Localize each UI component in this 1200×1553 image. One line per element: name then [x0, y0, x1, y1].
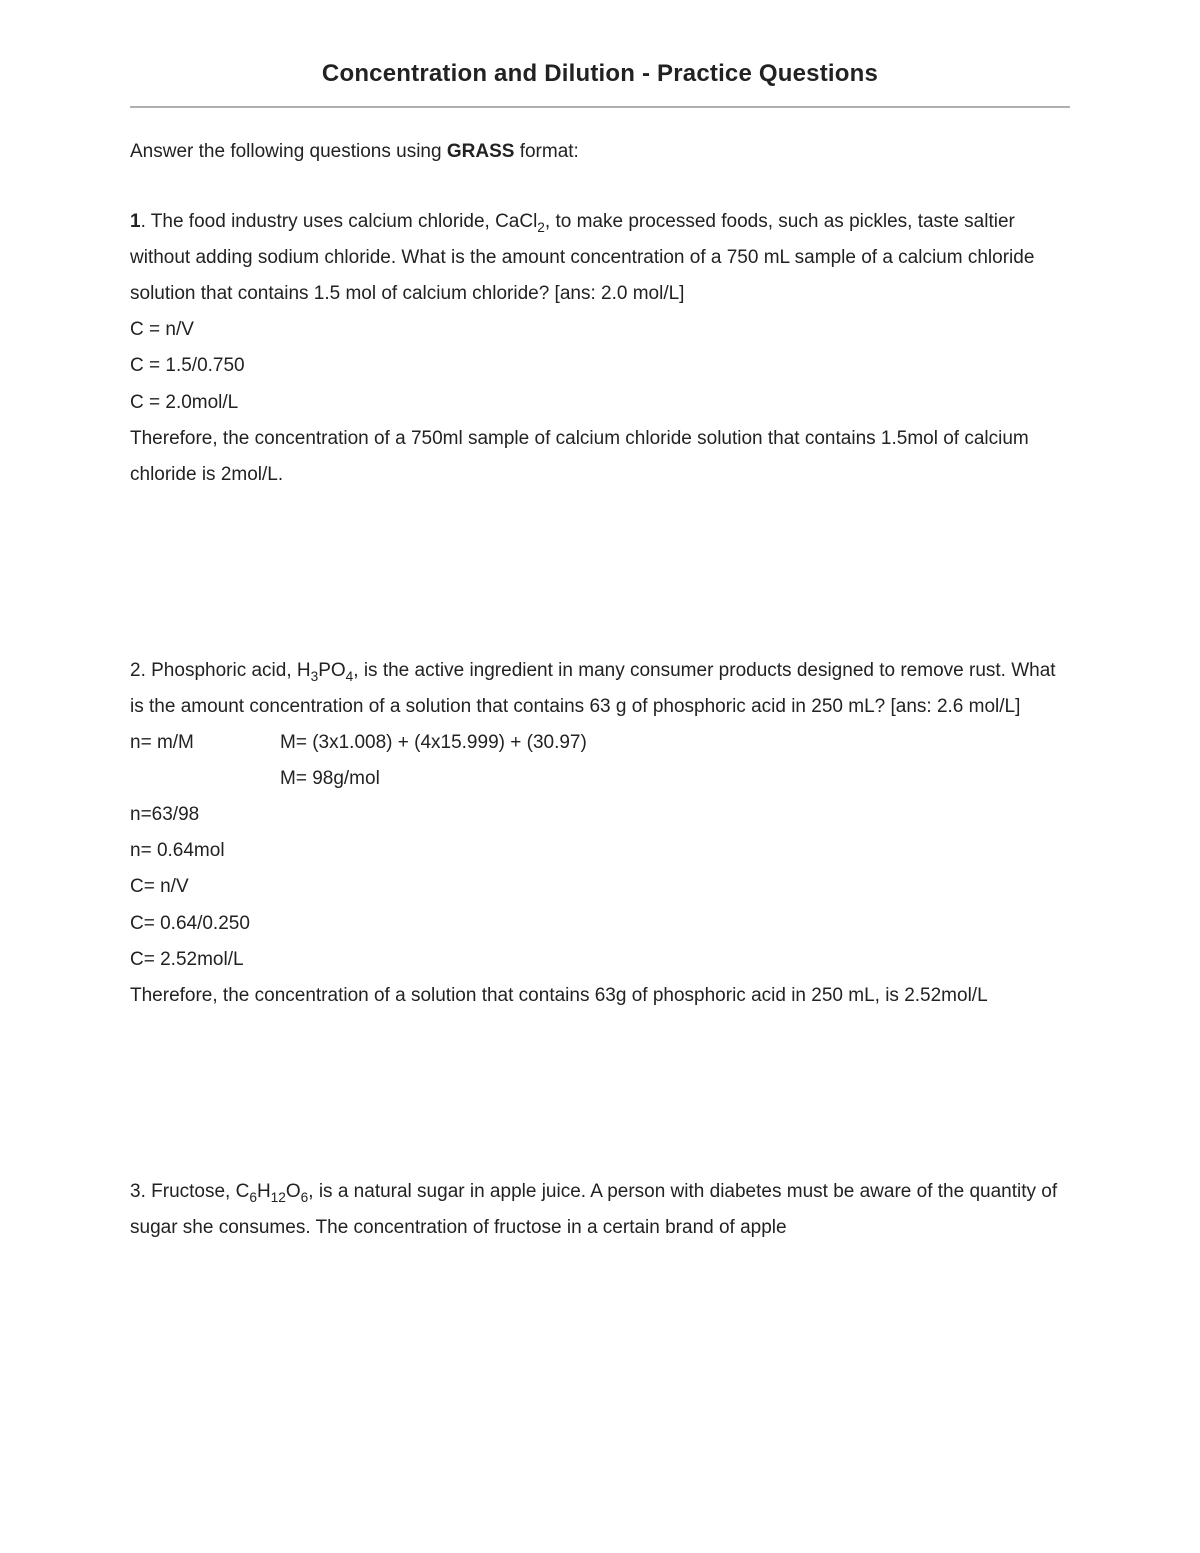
q3-sub1: 6 [249, 1190, 257, 1205]
question-2: 2. Phosphoric acid, H3PO4, is the active… [130, 653, 1070, 1014]
intro-post: format: [514, 141, 578, 162]
q2-line4: n= 0.64mol [130, 833, 1070, 869]
q3-number: 3 [130, 1181, 141, 1202]
q2-line3: n=63/98 [130, 797, 1070, 833]
q2-row1-colA: n= m/M [130, 725, 280, 761]
page-title: Concentration and Dilution - Practice Qu… [130, 60, 1070, 88]
document-page: Concentration and Dilution - Practice Qu… [0, 0, 1200, 1553]
q2-row2-colB: M= 98g/mol [280, 761, 1070, 797]
q2-row2-colA [130, 761, 280, 797]
q2-line7: C= 2.52mol/L [130, 942, 1070, 978]
q1-line1: C = n/V [130, 312, 1070, 348]
q2-line8: Therefore, the concentration of a soluti… [130, 978, 1070, 1014]
q2-row1-colB: M= (3x1.008) + (4x15.999) + (30.97) [280, 725, 1070, 761]
q1-line4: Therefore, the concentration of a 750ml … [130, 421, 1070, 493]
q3-mid1: H [257, 1181, 271, 1202]
q1-text-pre: . The food industry uses calcium chlorid… [141, 211, 538, 232]
q3-sub2: 12 [271, 1190, 286, 1205]
q2-text-pre: . Phosphoric acid, H [141, 660, 311, 681]
q2-row2: M= 98g/mol [130, 761, 1070, 797]
q2-line6: C= 0.64/0.250 [130, 906, 1070, 942]
intro-pre: Answer the following questions using [130, 141, 447, 162]
q1-line2: C = 1.5/0.750 [130, 348, 1070, 384]
title-divider [130, 106, 1070, 108]
q1-sub1: 2 [537, 220, 545, 235]
q2-line5: C= n/V [130, 869, 1070, 905]
q3-mid2: O [286, 1181, 301, 1202]
question-1: 1. The food industry uses calcium chlori… [130, 204, 1070, 493]
q2-mid1: PO [318, 660, 345, 681]
question-3: 3. Fructose, C6H12O6, is a natural sugar… [130, 1174, 1070, 1246]
q1-line3: C = 2.0mol/L [130, 385, 1070, 421]
intro-text: Answer the following questions using GRA… [130, 134, 1070, 170]
q3-text-pre: . Fructose, C [141, 1181, 250, 1202]
q1-number: 1 [130, 211, 141, 232]
q2-row1: n= m/M M= (3x1.008) + (4x15.999) + (30.9… [130, 725, 1070, 761]
intro-bold: GRASS [447, 141, 515, 162]
q2-number: 2 [130, 660, 141, 681]
